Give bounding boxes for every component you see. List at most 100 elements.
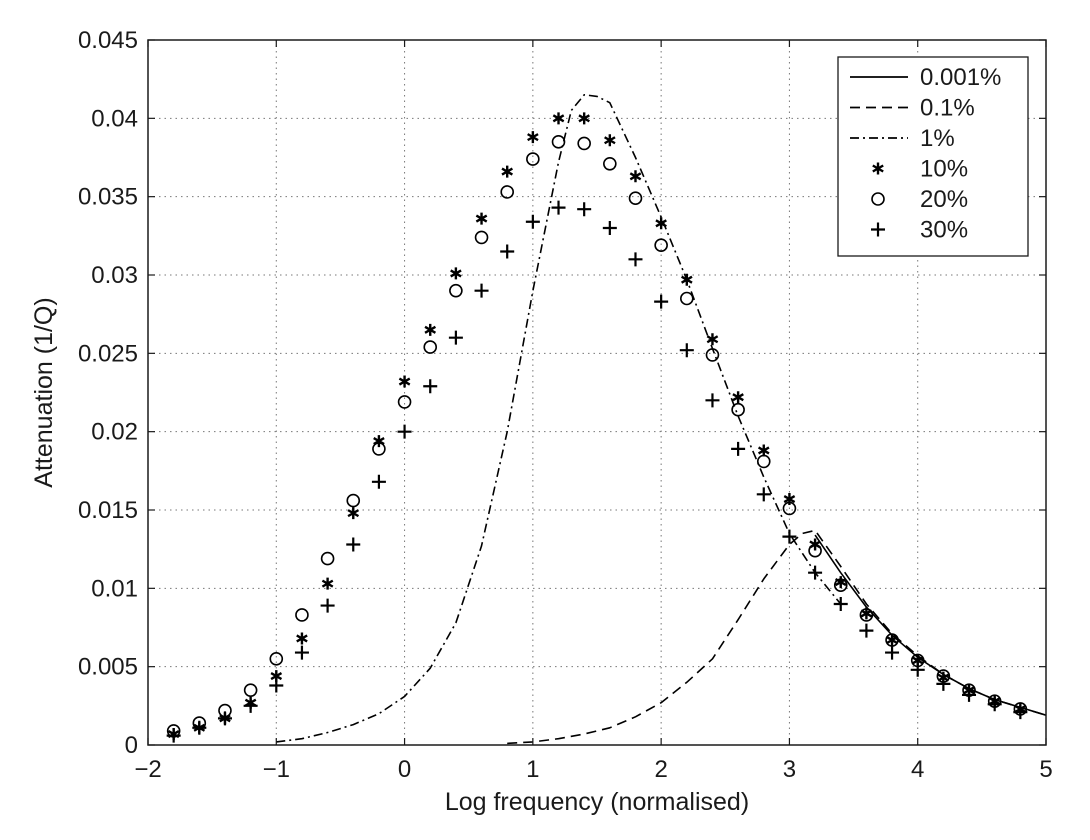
y-tick-label: 0.04: [91, 105, 138, 132]
x-tick-label: 2: [654, 756, 667, 783]
legend-label: 0.001%: [920, 64, 1001, 91]
legend-item: 30%: [871, 217, 968, 244]
data-point: [269, 652, 284, 666]
data-point: [347, 507, 360, 520]
data-point: [166, 728, 181, 743]
data-point: [679, 291, 694, 306]
data-point: [987, 697, 1002, 712]
x-tick-label: 3: [783, 756, 796, 783]
data-point: [423, 379, 438, 394]
data-point: [577, 136, 591, 151]
data-point: [526, 152, 540, 166]
y-tick-label: 0.005: [78, 654, 138, 681]
x-tick-label: −2: [134, 756, 161, 783]
data-point: [450, 267, 462, 280]
data-point: [243, 698, 258, 713]
grid: [148, 40, 1046, 745]
data-point: [217, 711, 232, 726]
data-point: [424, 323, 437, 336]
data-point: [373, 435, 385, 448]
data-point: [885, 645, 900, 660]
data-point: [706, 333, 719, 346]
axis-ticks: −2 −1 0 1 2 3 4 5 0 0.005 0.01 0.015 0.02 0.025 0.03 0.…: [78, 27, 1053, 783]
data-point: [448, 330, 463, 345]
x-axis-label: Log frequency (normalised): [445, 788, 749, 816]
data-point: [833, 578, 848, 593]
y-tick-label: 0.035: [78, 184, 138, 211]
data-point: [604, 134, 616, 147]
y-tick-label: 0.01: [91, 575, 138, 602]
x-tick-label: 4: [911, 756, 924, 783]
data-point: [320, 551, 335, 566]
y-axis-label: Attenuation (1/Q): [30, 297, 58, 487]
legend-item: 10%: [872, 156, 968, 183]
data-point: [859, 608, 874, 622]
data-point: [602, 221, 617, 235]
data-point: [705, 348, 720, 362]
data-point: [346, 493, 361, 508]
data-point: [577, 202, 592, 217]
series-line: [276, 94, 842, 743]
data-point: [398, 375, 411, 388]
data-point: [295, 608, 309, 622]
series-30: [166, 200, 1028, 743]
data-point: [552, 112, 565, 125]
legend-box: [837, 56, 1029, 257]
data-point: [294, 645, 309, 660]
data-point: [371, 474, 386, 489]
data-point: [833, 597, 848, 611]
series-1: [276, 94, 842, 743]
legend-label: 10%: [920, 156, 968, 183]
data-point: [397, 395, 412, 409]
data-point: [886, 634, 898, 647]
y-tick-label: 0: [125, 732, 138, 759]
data-point: [192, 720, 207, 735]
data-point: [732, 391, 744, 404]
series-20: [166, 135, 1028, 738]
data-point: [962, 687, 977, 702]
data-point: [628, 191, 643, 206]
data-point: [782, 529, 797, 544]
data-point: [1013, 705, 1028, 720]
series-line: [507, 529, 1047, 745]
legend-item: 0.001%: [850, 64, 1001, 91]
legend-item: 1%: [850, 125, 955, 152]
data-point: [679, 343, 694, 358]
data-point: [578, 112, 590, 125]
legend-label: 20%: [920, 186, 968, 213]
data-point: [243, 683, 258, 697]
data-point: [474, 230, 489, 245]
data-point: [527, 131, 539, 144]
y-tick-label: 0.025: [78, 340, 138, 367]
legend-swatch: [871, 192, 885, 206]
data-point: [501, 165, 513, 178]
data-point: [910, 662, 925, 677]
legend-swatch: [871, 222, 885, 237]
legend-label: 0.1%: [920, 95, 975, 122]
data-point: [629, 170, 642, 183]
y-tick-label: 0.015: [78, 497, 138, 524]
x-tick-label: 1: [526, 756, 539, 783]
data-point: [757, 444, 770, 457]
legend: 0.001% 0.1% 1% 10% 20% 30%: [837, 56, 1029, 257]
data-point: [474, 283, 489, 298]
x-tick-label: 0: [398, 756, 411, 783]
data-point: [296, 632, 308, 645]
data-point: [423, 340, 438, 354]
data-point: [321, 577, 334, 590]
data-point: [346, 537, 361, 552]
data-point: [500, 185, 515, 199]
data-point: [655, 217, 667, 230]
y-tick-label: 0.02: [91, 419, 138, 446]
data-point: [859, 623, 874, 638]
series-line: [814, 534, 1047, 716]
data-point: [808, 543, 822, 558]
data-point: [654, 238, 668, 253]
legend-item: 0.1%: [850, 95, 975, 122]
data-point: [808, 565, 823, 580]
data-point: [551, 200, 566, 215]
data-point: [731, 402, 745, 417]
legend-item: 20%: [871, 186, 968, 213]
data-point: [936, 676, 951, 691]
